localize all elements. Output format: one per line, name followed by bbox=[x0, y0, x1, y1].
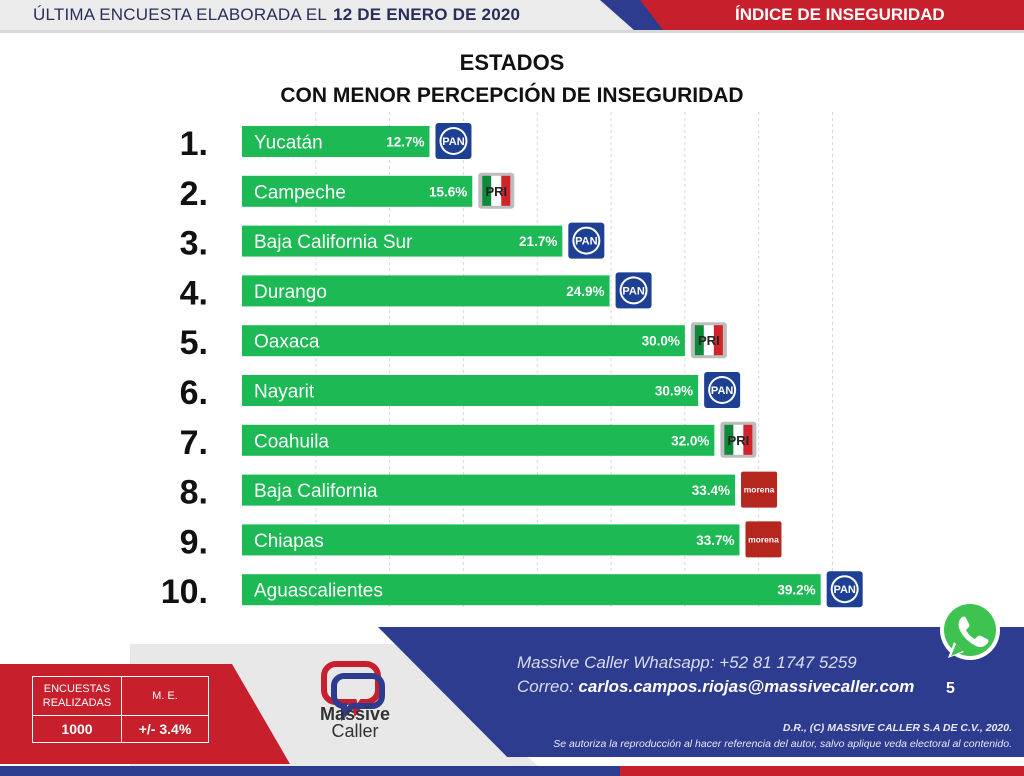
category-label: Nayarit bbox=[254, 382, 315, 403]
value-label: 33.7% bbox=[696, 533, 734, 548]
bar bbox=[242, 325, 685, 357]
whatsapp-number: +52 81 1747 5259 bbox=[719, 653, 857, 672]
pan-logo-core bbox=[621, 278, 646, 303]
pan-logo-core bbox=[441, 129, 466, 153]
pri-logo-red bbox=[743, 424, 753, 455]
rank-label: 3. bbox=[180, 225, 208, 263]
rank-label: 9. bbox=[180, 523, 208, 561]
pan-logo-text: PAN bbox=[442, 136, 464, 148]
bar bbox=[242, 424, 715, 456]
massive-caller-logo-icon bbox=[321, 661, 385, 722]
brand-name: Massive Caller bbox=[319, 704, 391, 741]
bar bbox=[242, 225, 563, 257]
value-label: 30.0% bbox=[642, 334, 680, 349]
value-label: 12.7% bbox=[386, 135, 424, 150]
whatsapp-contact: Massive Caller Whatsapp: +52 81 1747 525… bbox=[517, 653, 857, 672]
category-label: Chiapas bbox=[254, 531, 324, 552]
footer-strip bbox=[0, 766, 1024, 776]
header-red-band bbox=[640, 0, 1024, 30]
rank-label: 6. bbox=[180, 374, 208, 412]
pri-logo-text: PRI bbox=[698, 333, 720, 348]
pri-logo-red bbox=[713, 325, 723, 356]
pan-logo-text: PAN bbox=[575, 236, 597, 248]
bar bbox=[242, 375, 699, 406]
footer-strip-red bbox=[620, 766, 1024, 776]
page-number: 5 bbox=[946, 680, 955, 697]
stats-surveys-value: 1000 bbox=[32, 715, 122, 743]
pri-logo-white bbox=[703, 325, 714, 356]
pri-logo-text: PRI bbox=[728, 433, 750, 448]
morena-logo-text: morena bbox=[744, 485, 775, 495]
disclaimer: Se autoriza la reproducción al hacer ref… bbox=[553, 738, 1012, 750]
morena-logo-icon bbox=[741, 471, 778, 508]
value-label: 33.4% bbox=[692, 483, 730, 498]
value-label: 24.9% bbox=[566, 284, 604, 299]
category-label: Aguascalientes bbox=[254, 581, 383, 602]
footer-navy-band bbox=[378, 627, 1024, 757]
pri-logo-green bbox=[724, 424, 734, 455]
rank-label: 4. bbox=[180, 274, 208, 312]
bar bbox=[242, 524, 740, 556]
category-label: Yucatán bbox=[254, 133, 323, 154]
copyright: D.R., (C) MASSIVE CALLER S.A DE C.V., 20… bbox=[782, 722, 1012, 734]
rank-label: 7. bbox=[180, 424, 208, 462]
category-label: Campeche bbox=[254, 182, 346, 203]
pri-logo-white bbox=[733, 424, 744, 455]
pan-logo-text: PAN bbox=[622, 285, 644, 297]
stats-me-value: +/- 3.4% bbox=[121, 715, 209, 743]
section-title: ÍNDICE DE INSEGURIDAD bbox=[735, 5, 945, 24]
pan-logo-text: PAN bbox=[833, 584, 855, 596]
category-label: Coahuila bbox=[254, 431, 329, 452]
category-label: Baja California bbox=[254, 481, 378, 502]
email-address[interactable]: carlos.campos.riojas@massivecaller.com bbox=[578, 677, 915, 696]
pri-logo-red bbox=[501, 175, 511, 206]
morena-logo-text: morena bbox=[748, 534, 779, 544]
stats-header-surveys: ENCUESTAS REALIZADAS bbox=[32, 676, 122, 716]
bar bbox=[242, 175, 473, 207]
value-label: 32.0% bbox=[671, 433, 709, 448]
rank-label: 10. bbox=[161, 573, 208, 611]
pan-logo-core bbox=[710, 378, 735, 402]
bar bbox=[242, 574, 821, 606]
bar bbox=[242, 275, 610, 307]
pri-logo-green bbox=[482, 175, 492, 206]
survey-date: 12 DE ENERO DE 2020 bbox=[333, 5, 521, 24]
whatsapp-icon[interactable] bbox=[934, 596, 1006, 668]
bar bbox=[242, 474, 736, 506]
bar-chart: 1. Yucatán 12.7% PAN 2. Campeche 15.6% PRI 3. Baj… bbox=[161, 112, 863, 611]
value-label: 15.6% bbox=[429, 184, 467, 199]
rank-label: 2. bbox=[180, 175, 208, 213]
email-contact: Correo: carlos.campos.riojas@massivecall… bbox=[517, 677, 915, 696]
category-label: Oaxaca bbox=[254, 332, 320, 353]
survey-stats-table: ENCUESTAS REALIZADAS M. E. 1000 +/- 3.4% bbox=[32, 676, 209, 743]
rank-label: 8. bbox=[180, 474, 208, 512]
pri-logo-text: PRI bbox=[485, 184, 507, 199]
chart-title: ESTADOS bbox=[459, 50, 565, 75]
pri-logo-white bbox=[491, 175, 502, 206]
survey-date-label: ÚLTIMA ENCUESTA ELABORADA EL 12 DE ENERO … bbox=[33, 5, 521, 24]
pan-logo-core bbox=[832, 577, 857, 602]
category-label: Baja California Sur bbox=[254, 232, 413, 253]
value-label: 39.2% bbox=[777, 583, 815, 598]
morena-logo-icon bbox=[745, 521, 782, 558]
bar bbox=[242, 126, 430, 157]
category-label: Durango bbox=[254, 282, 327, 303]
pan-logo-core bbox=[574, 228, 599, 253]
chart-subtitle: CON MENOR PERCEPCIÓN DE INSEGURIDAD bbox=[280, 84, 744, 107]
value-label: 21.7% bbox=[519, 234, 557, 249]
header-divider bbox=[0, 30, 1024, 33]
pan-logo-text: PAN bbox=[711, 385, 733, 397]
stats-header-me: M. E. bbox=[121, 676, 209, 716]
value-label: 30.9% bbox=[655, 384, 693, 399]
pri-logo-green bbox=[694, 325, 704, 356]
rank-label: 1. bbox=[180, 125, 208, 163]
rank-label: 5. bbox=[180, 324, 208, 362]
